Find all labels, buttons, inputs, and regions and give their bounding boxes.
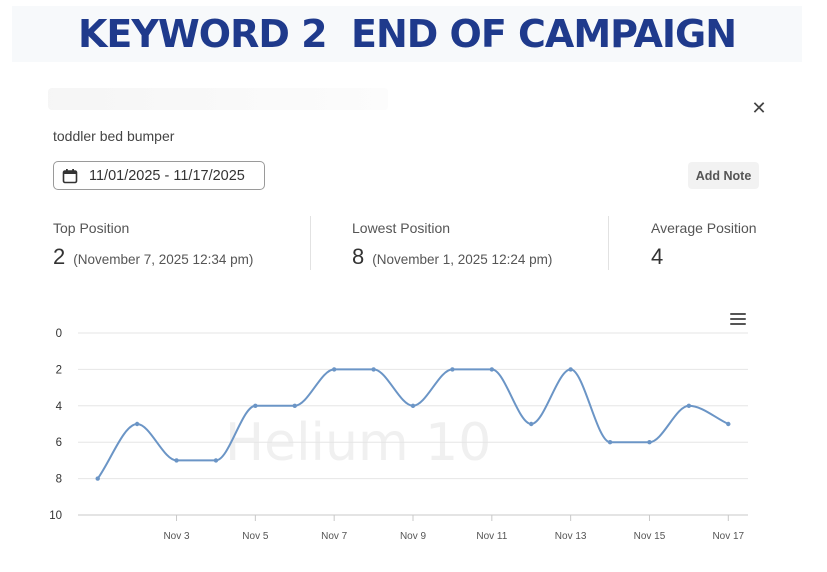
x-tick-label: Nov 17 — [712, 531, 744, 542]
stat-top-position: Top Position 2 (November 7, 2025 12:34 p… — [53, 220, 253, 270]
date-range-text: 11/01/2025 - 11/17/2025 — [89, 167, 245, 184]
stat-top-label: Top Position — [53, 220, 130, 236]
data-point[interactable] — [686, 403, 692, 408]
banner: KEYWORD 2 END OF CAMPAIGN — [12, 6, 802, 62]
data-point[interactable] — [213, 458, 219, 463]
data-point[interactable] — [253, 403, 258, 408]
blurred-title — [48, 88, 388, 110]
data-point[interactable] — [568, 367, 573, 372]
banner-title: KEYWORD 2 END OF CAMPAIGN — [77, 12, 737, 56]
data-point[interactable] — [529, 421, 534, 427]
series-line — [96, 368, 729, 480]
x-tick-label: Nov 15 — [634, 531, 666, 542]
data-point[interactable] — [174, 458, 179, 463]
data-point[interactable] — [331, 367, 337, 372]
chart-watermark: Helium 10 — [225, 413, 491, 473]
chart-menu-icon[interactable] — [730, 313, 746, 327]
data-point[interactable] — [647, 440, 652, 445]
add-note-button[interactable]: Add Note — [688, 162, 759, 189]
data-point[interactable] — [450, 367, 455, 372]
y-tick-label: 6 — [56, 437, 62, 449]
y-tick-label: 2 — [56, 364, 62, 376]
stat-divider — [608, 216, 609, 270]
data-point[interactable] — [607, 440, 613, 445]
stat-divider — [310, 216, 311, 270]
x-tick-label: Nov 3 — [163, 531, 190, 542]
x-tick-label: Nov 9 — [400, 531, 427, 542]
date-range-picker[interactable]: 11/01/2025 - 11/17/2025 — [53, 161, 265, 190]
x-tick-label: Nov 7 — [321, 531, 348, 542]
stat-lowest-date: (November 1, 2025 12:24 pm) — [372, 252, 553, 267]
stat-lowest-value: 8 — [352, 244, 365, 269]
data-point[interactable] — [726, 421, 731, 427]
x-tick-label: Nov 13 — [555, 531, 587, 542]
calendar-icon — [62, 168, 78, 183]
stat-average-label: Average Position — [651, 220, 757, 236]
y-tick-label: 10 — [49, 510, 62, 522]
stat-top-date: (November 7, 2025 12:34 pm) — [73, 252, 254, 267]
keyword-label: toddler bed bumper — [53, 128, 175, 144]
x-tick-label: Nov 5 — [242, 531, 269, 542]
stat-top-value: 2 — [53, 244, 66, 269]
stat-average-position: Average Position 4 — [651, 220, 757, 270]
data-point[interactable] — [95, 476, 100, 481]
data-point[interactable] — [134, 421, 140, 427]
close-icon[interactable]: ✕ — [751, 98, 767, 118]
x-tick-label: Nov 11 — [476, 531, 507, 542]
y-tick-label: 4 — [56, 401, 63, 413]
y-tick-label: 0 — [56, 328, 62, 340]
data-point[interactable] — [371, 367, 376, 372]
data-point[interactable] — [410, 403, 416, 408]
data-point[interactable] — [489, 367, 495, 372]
stat-lowest-position: Lowest Position 8 (November 1, 2025 12:2… — [352, 220, 552, 270]
stat-lowest-label: Lowest Position — [352, 220, 451, 236]
data-point[interactable] — [292, 403, 297, 408]
stat-average-value: 4 — [651, 244, 664, 269]
y-tick-label: 8 — [56, 474, 62, 486]
